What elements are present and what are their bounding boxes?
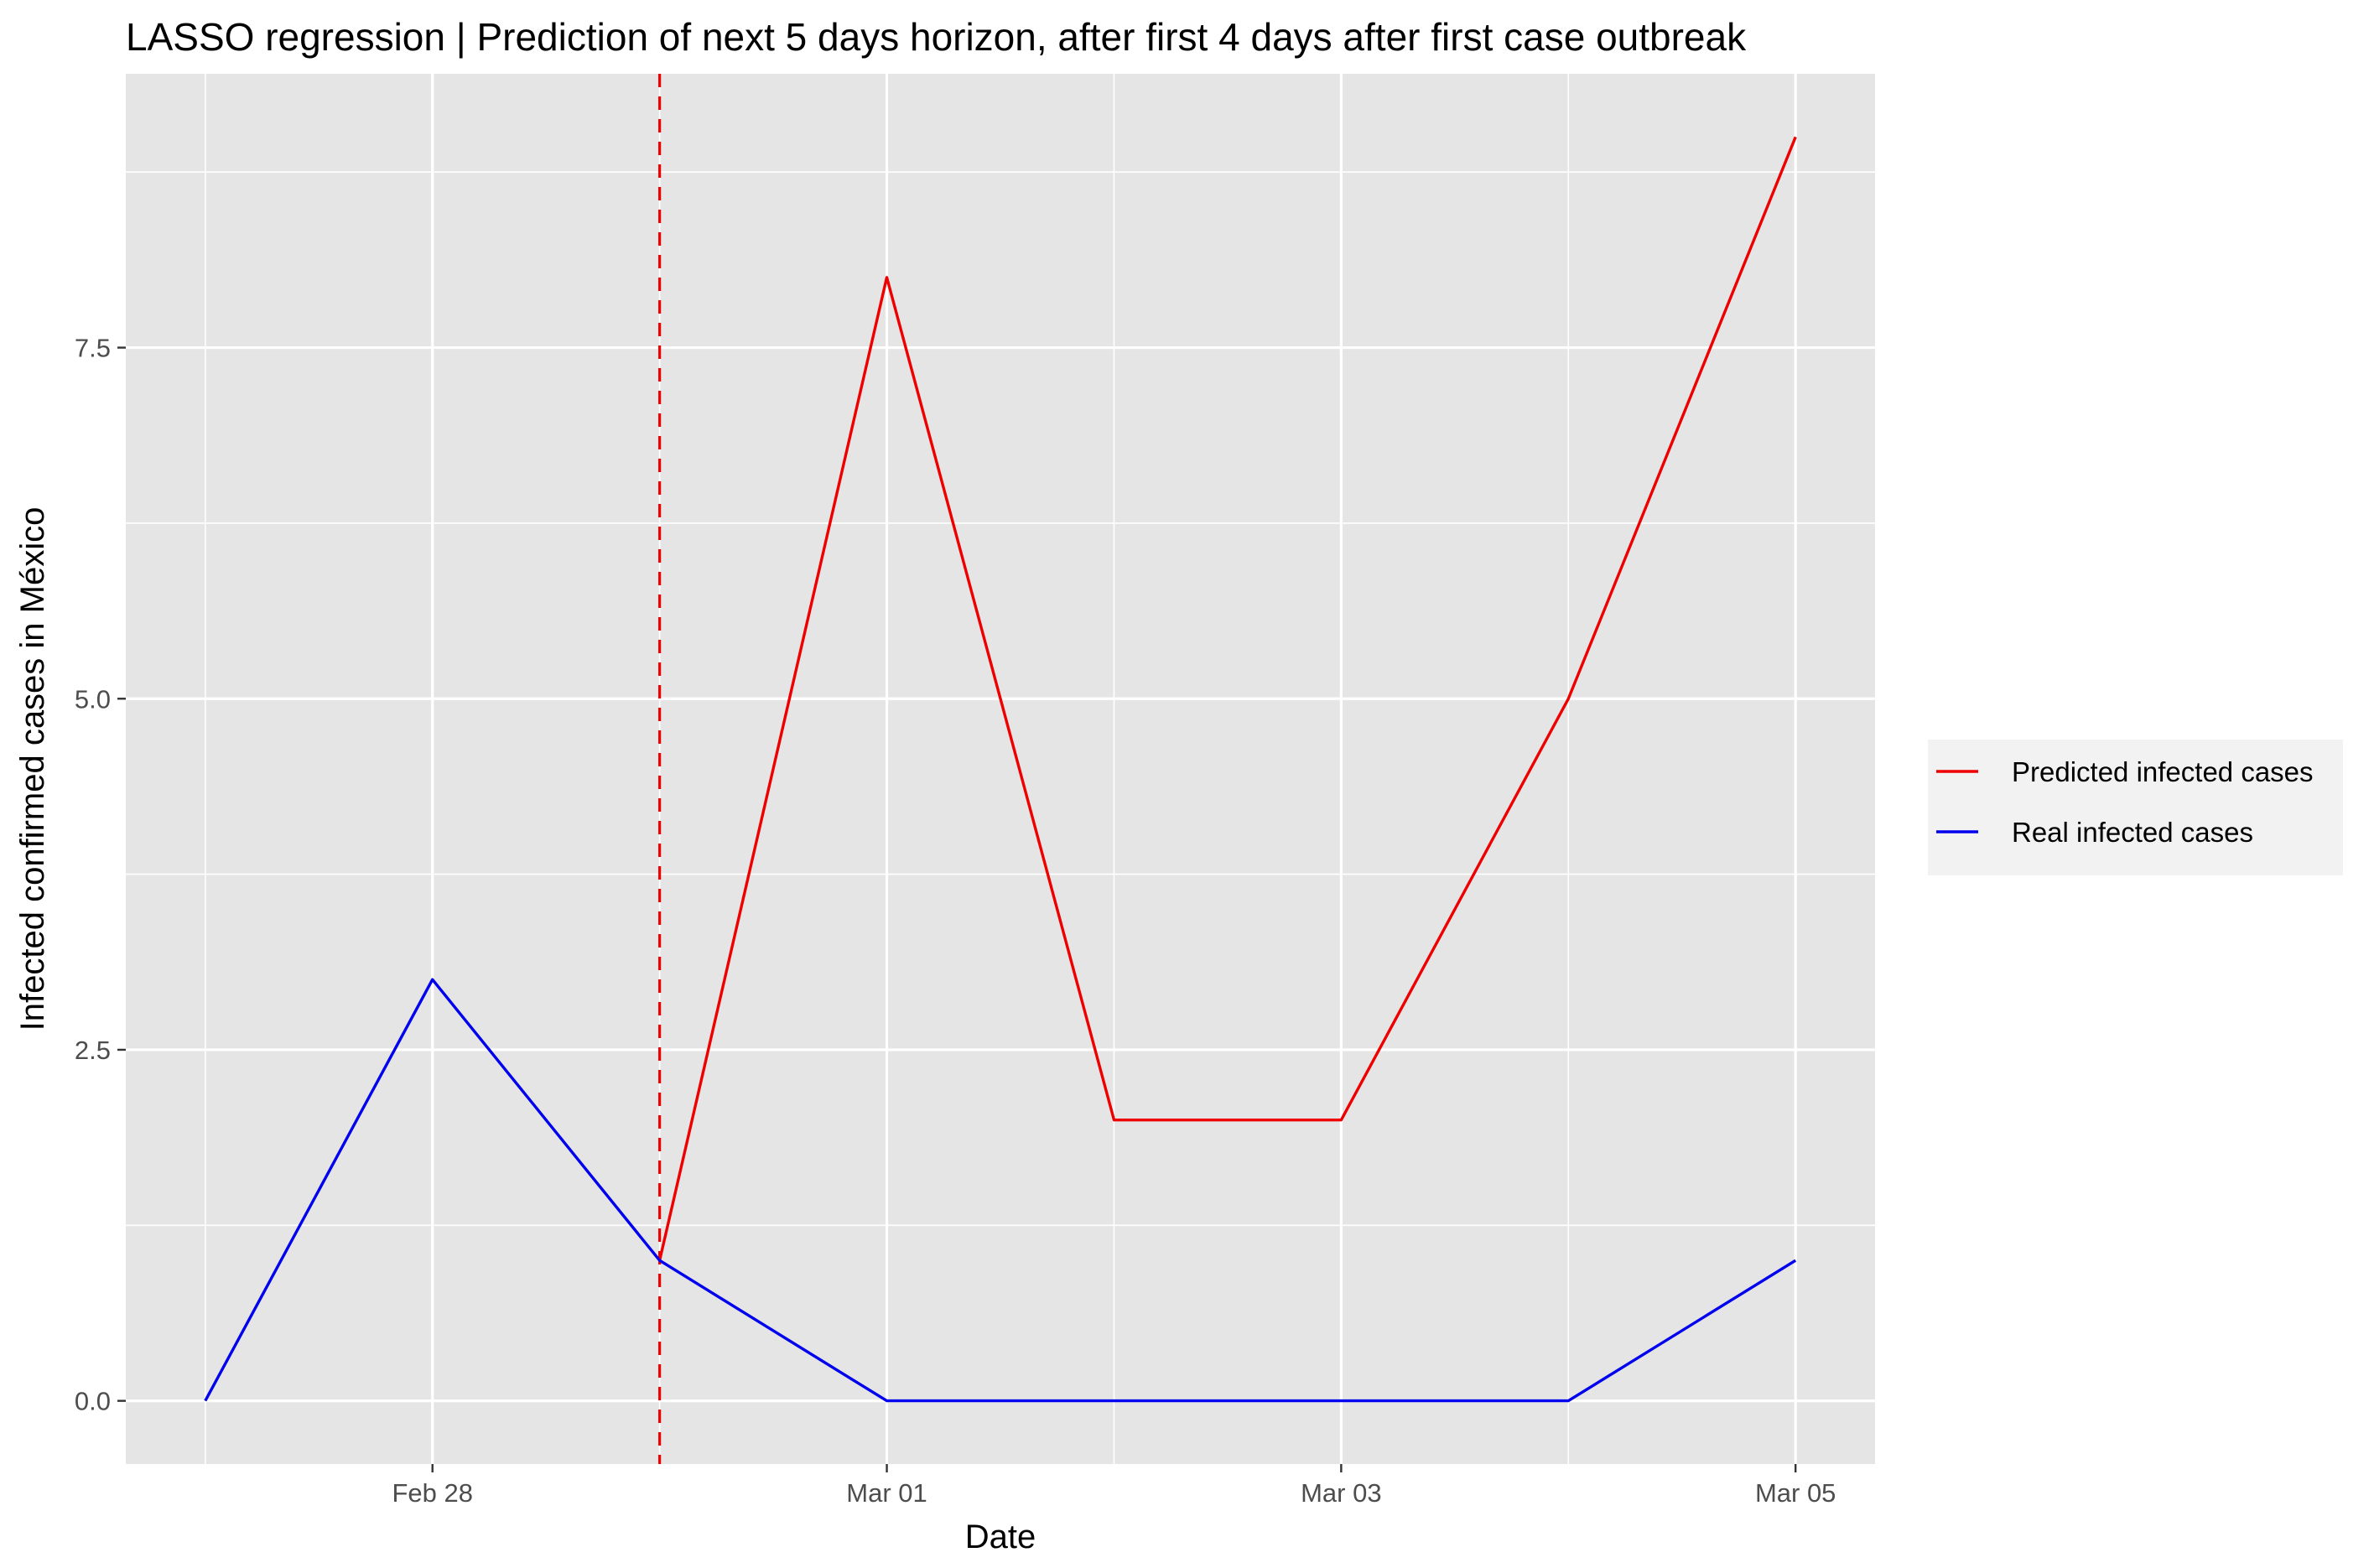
y-tick-label: 7.5 xyxy=(75,334,111,363)
x-axis-title: Date xyxy=(965,1519,1036,1555)
plot-panel xyxy=(126,74,1875,1464)
legend-background xyxy=(1928,740,2343,875)
x-tick-label: Mar 05 xyxy=(1755,1478,1836,1508)
legend-label: Real infected cases xyxy=(2012,817,2253,848)
x-tick-label: Mar 03 xyxy=(1301,1478,1381,1508)
y-axis: 0.0 2.5 5.0 7.5 xyxy=(75,334,126,1416)
y-axis-title: Infected confirmed cases in México xyxy=(14,507,51,1031)
x-axis: Feb 28 Mar 01 Mar 03 Mar 05 xyxy=(392,1464,1836,1508)
chart-title: LASSO regression | Prediction of next 5 … xyxy=(126,15,1747,59)
y-tick-label: 2.5 xyxy=(75,1036,111,1065)
y-tick-label: 5.0 xyxy=(75,684,111,714)
x-tick-label: Mar 01 xyxy=(846,1478,927,1508)
series-line-real-infected-cases xyxy=(204,978,1797,1403)
y-tick-label: 0.0 xyxy=(75,1387,111,1416)
legend-label: Predicted infected cases xyxy=(2012,756,2314,787)
legend: Predicted infected cases Real infected ca… xyxy=(1928,740,2343,875)
series-line-predicted-infected-cases xyxy=(657,136,1797,1261)
series-layer xyxy=(204,136,1797,1403)
x-tick-label: Feb 28 xyxy=(392,1478,473,1508)
